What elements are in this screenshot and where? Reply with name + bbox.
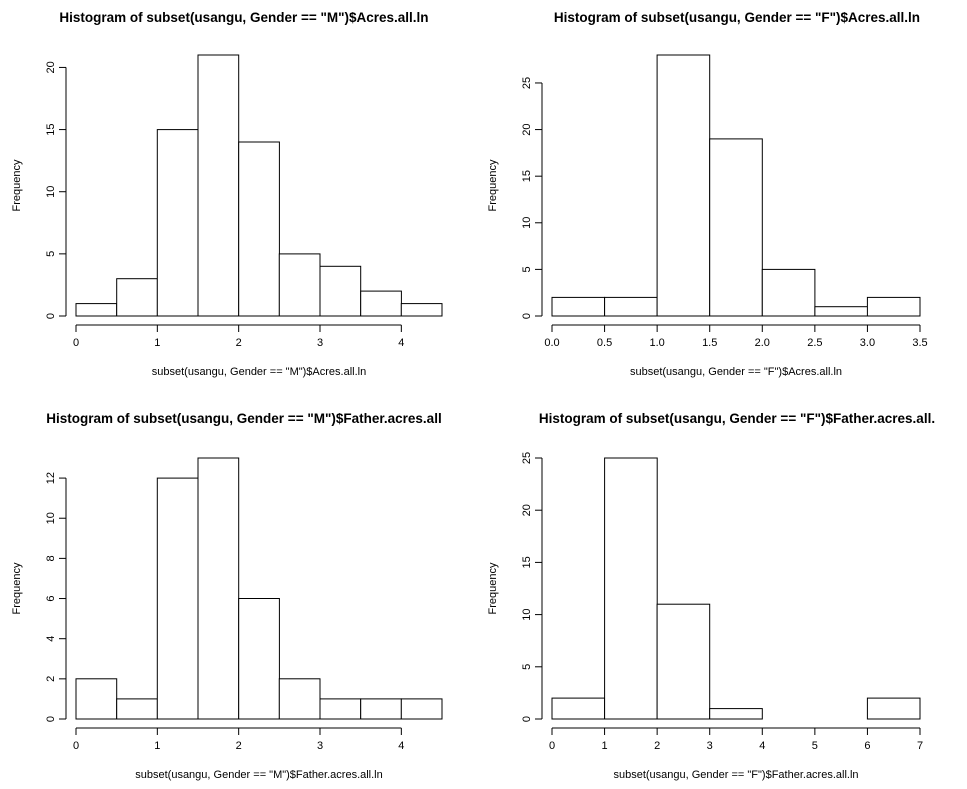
y-axis-label: Frequency <box>11 159 23 211</box>
x-tick-label: 3.0 <box>860 337 875 349</box>
x-tick-label: 6 <box>864 740 870 752</box>
histogram-panel-3: Histogram of subset(usangu, Gender == "M… <box>11 411 443 781</box>
histogram-bar <box>709 138 763 317</box>
y-tick-label: 10 <box>45 512 57 524</box>
x-tick-label: 3 <box>317 740 323 752</box>
x-axis-label: subset(usangu, Gender == "F")$Father.acr… <box>613 769 858 781</box>
x-tick-label: 0 <box>73 740 79 752</box>
histogram-bar <box>866 296 921 317</box>
x-tick-label: 2.5 <box>807 337 822 349</box>
x-tick-label: 4 <box>398 337 404 349</box>
x-tick-label: 2 <box>654 740 660 752</box>
histogram-bar <box>866 697 921 720</box>
histogram-bar <box>278 253 321 317</box>
x-tick-label: 5 <box>812 740 818 752</box>
histogram-bar <box>551 296 606 317</box>
histogram-panel-4: Histogram of subset(usangu, Gender == "F… <box>487 411 935 781</box>
x-tick-label: 1 <box>602 740 608 752</box>
x-tick-label: 3 <box>707 740 713 752</box>
y-tick-label: 5 <box>45 251 57 257</box>
x-axis-label: subset(usangu, Gender == "M")$Acres.all.… <box>152 366 366 378</box>
y-tick-label: 4 <box>45 636 57 642</box>
histogram-bar <box>360 698 402 720</box>
histogram-bar <box>197 457 240 720</box>
histogram-bar <box>319 698 362 720</box>
histogram-bar <box>551 697 606 720</box>
histogram-bar <box>400 698 443 720</box>
y-axis-label: Frequency <box>487 159 499 211</box>
chart-title: Histogram of subset(usangu, Gender == "F… <box>539 411 935 426</box>
histogram-bar <box>238 598 280 720</box>
y-tick-label: 25 <box>521 77 533 89</box>
y-tick-label: 10 <box>521 608 533 620</box>
histogram-bar <box>278 678 321 720</box>
y-tick-label: 6 <box>45 595 57 601</box>
y-tick-label: 5 <box>521 266 533 272</box>
x-tick-label: 0.0 <box>544 337 559 349</box>
histogram-bar <box>656 54 711 317</box>
y-tick-label: 2 <box>45 676 57 682</box>
y-tick-label: 15 <box>521 170 533 182</box>
y-tick-label: 8 <box>45 555 57 561</box>
x-tick-label: 1.5 <box>702 337 717 349</box>
histogram-bar <box>238 141 280 317</box>
y-tick-label: 20 <box>521 123 533 135</box>
y-tick-label: 20 <box>521 504 533 516</box>
y-tick-label: 12 <box>45 472 57 484</box>
histogram-bar <box>604 296 658 317</box>
x-axis-label: subset(usangu, Gender == "F")$Acres.all.… <box>630 366 842 378</box>
y-axis-label: Frequency <box>11 562 23 614</box>
x-tick-label: 3.5 <box>912 337 927 349</box>
chart-title: Histogram of subset(usangu, Gender == "M… <box>46 411 441 426</box>
histogram-bar <box>709 708 763 720</box>
y-tick-label: 0 <box>45 313 57 319</box>
y-axis-label: Frequency <box>487 562 499 614</box>
y-tick-label: 10 <box>45 186 57 198</box>
histogram-bar <box>656 603 711 720</box>
x-axis-label: subset(usangu, Gender == "M")$Father.acr… <box>135 769 383 781</box>
y-tick-label: 20 <box>45 61 57 73</box>
histogram-bar <box>604 457 658 720</box>
y-tick-label: 15 <box>521 556 533 568</box>
y-tick-label: 0 <box>45 716 57 722</box>
x-tick-label: 0 <box>549 740 555 752</box>
x-tick-label: 2 <box>236 740 242 752</box>
chart-title: Histogram of subset(usangu, Gender == "F… <box>554 10 920 25</box>
x-tick-label: 7 <box>917 740 923 752</box>
histogram-bar <box>116 698 158 720</box>
y-tick-label: 10 <box>521 217 533 229</box>
histogram-bar <box>116 278 158 317</box>
x-tick-label: 3 <box>317 337 323 349</box>
histogram-bar <box>197 54 240 317</box>
histogram-bar <box>814 306 869 317</box>
histogram-bar <box>156 477 199 720</box>
histogram-bar <box>400 303 443 317</box>
histogram-bar <box>75 678 118 720</box>
x-tick-label: 1 <box>154 740 160 752</box>
x-tick-label: 0.5 <box>597 337 612 349</box>
histogram-bar <box>75 303 118 317</box>
histogram-panel-1: Histogram of subset(usangu, Gender == "M… <box>11 10 443 378</box>
x-tick-label: 4 <box>759 740 765 752</box>
x-tick-label: 0 <box>73 337 79 349</box>
x-tick-label: 2.0 <box>755 337 770 349</box>
x-tick-label: 2 <box>236 337 242 349</box>
chart-title: Histogram of subset(usangu, Gender == "M… <box>59 10 428 25</box>
histogram-panel-2: Histogram of subset(usangu, Gender == "F… <box>487 10 928 378</box>
y-tick-label: 5 <box>521 664 533 670</box>
y-tick-label: 0 <box>521 313 533 319</box>
y-tick-label: 25 <box>521 452 533 464</box>
histogram-bar <box>761 268 816 317</box>
histogram-bar <box>360 290 402 317</box>
histogram-bar <box>156 129 199 317</box>
x-tick-label: 1.0 <box>649 337 664 349</box>
histogram-bar <box>319 265 362 317</box>
x-tick-label: 4 <box>398 740 404 752</box>
y-tick-label: 15 <box>45 123 57 135</box>
y-tick-label: 0 <box>521 716 533 722</box>
x-tick-label: 1 <box>154 337 160 349</box>
